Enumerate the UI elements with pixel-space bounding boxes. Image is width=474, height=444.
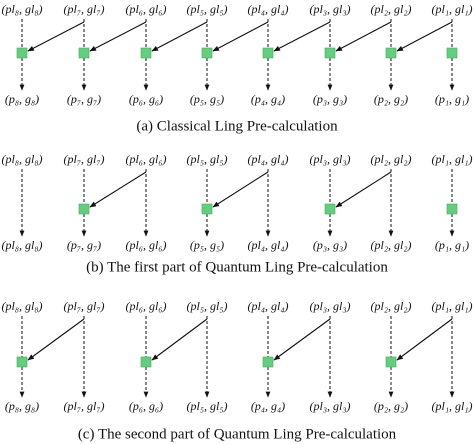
- caption: (b) The first part of Quantum Ling Pre-c…: [86, 259, 388, 275]
- node-box: [446, 47, 458, 59]
- bottom-label: (pl₇, gl₇): [63, 399, 104, 413]
- top-label: (pl₈, gl₈): [1, 2, 42, 16]
- node-box: [385, 47, 397, 59]
- arrow: [89, 171, 147, 208]
- node-box: [201, 203, 213, 215]
- top-label: (pl₄, gl₄): [247, 152, 288, 166]
- node-box: [78, 203, 90, 215]
- top-label: (pl₈, gl₈): [1, 152, 42, 166]
- bottom-label: (p₂, g₂): [374, 399, 408, 413]
- bottom-label: (p₅, g₅): [190, 238, 224, 252]
- bottom-label: (p₁, g₁): [435, 238, 469, 252]
- node-box: [262, 356, 274, 368]
- node-box: [324, 203, 336, 215]
- arrow: [396, 318, 453, 361]
- top-label: (pl₆, gl₆): [125, 299, 166, 313]
- bottom-label: (p₆, g₆): [129, 92, 163, 106]
- arrow: [335, 171, 392, 208]
- top-label: (pl₇, gl₇): [63, 152, 104, 166]
- top-label: (pl₄, gl₄): [247, 2, 288, 16]
- arrow: [151, 21, 208, 52]
- bottom-label: (p₆, g₆): [129, 399, 163, 413]
- node-box: [16, 356, 28, 368]
- bottom-label: (p₄, g₄): [251, 92, 285, 106]
- arrow: [27, 21, 85, 52]
- top-label: (pl₈, gl₈): [1, 299, 42, 313]
- node-box: [262, 47, 274, 59]
- arrow: [212, 21, 269, 52]
- bottom-label: (p₅, g₅): [190, 92, 224, 106]
- bottom-label: (p₈, g₈): [5, 399, 39, 413]
- bottom-label: (pl₂, gl₂): [370, 238, 411, 252]
- bottom-label: (pl₁, gl₁): [431, 399, 472, 413]
- bottom-label: (p₄, g₄): [251, 399, 285, 413]
- top-label: (pl₅, gl₅): [186, 2, 227, 16]
- arrow: [335, 21, 392, 52]
- bottom-label: (pl₄, gl₄): [247, 238, 288, 252]
- bottom-label: (p₇, g₇): [67, 92, 101, 106]
- arrow: [89, 21, 147, 52]
- caption: (c) The second part of Quantum Ling Pre-…: [78, 426, 397, 442]
- bottom-label: (pl₆, gl₆): [125, 238, 166, 252]
- top-label: (pl₂, gl₂): [370, 2, 411, 16]
- top-label: (pl₃, gl₃): [309, 2, 350, 16]
- top-label: (pl₇, gl₇): [63, 2, 104, 16]
- top-label: (pl₁, gl₁): [431, 152, 472, 166]
- bottom-label: (p₃, g₃): [313, 238, 347, 252]
- top-label: (pl₂, gl₂): [370, 299, 411, 313]
- node-box: [140, 356, 152, 368]
- top-label: (pl₆, gl₆): [125, 152, 166, 166]
- bottom-label: (pl₅, gl₅): [186, 399, 227, 413]
- node-box: [201, 47, 213, 59]
- top-label: (pl₅, gl₅): [186, 299, 227, 313]
- top-label: (pl₄, gl₄): [247, 299, 288, 313]
- top-label: (pl₁, gl₁): [431, 299, 472, 313]
- arrow: [273, 21, 331, 52]
- arrow: [151, 318, 208, 361]
- bottom-label: (pl₃, gl₃): [309, 399, 350, 413]
- bottom-label: (p₁, g₁): [435, 92, 469, 106]
- bottom-label: (p₇, g₇): [67, 238, 101, 252]
- caption: (a) Classical Ling Pre-calculation: [136, 118, 338, 134]
- top-label: (pl₃, gl₃): [309, 152, 350, 166]
- bottom-label: (p₂, g₂): [374, 92, 408, 106]
- node-box: [385, 356, 397, 368]
- node-box: [446, 203, 458, 215]
- node-box: [78, 47, 90, 59]
- bottom-label: (p₃, g₃): [313, 92, 347, 106]
- node-box: [324, 47, 336, 59]
- top-label: (pl₆, gl₆): [125, 2, 166, 16]
- top-label: (pl₇, gl₇): [63, 299, 104, 313]
- arrow: [273, 318, 331, 361]
- top-label: (pl₂, gl₂): [370, 152, 411, 166]
- arrow: [27, 318, 85, 361]
- node-box: [140, 47, 152, 59]
- top-label: (pl₅, gl₅): [186, 152, 227, 166]
- top-label: (pl₁, gl₁): [431, 2, 472, 16]
- top-label: (pl₃, gl₃): [309, 299, 350, 313]
- arrow: [212, 171, 269, 208]
- node-box: [16, 47, 28, 59]
- arrow: [396, 21, 453, 52]
- bottom-label: (p₈, g₈): [5, 92, 39, 106]
- bottom-label: (pl₈, gl₈): [1, 238, 42, 252]
